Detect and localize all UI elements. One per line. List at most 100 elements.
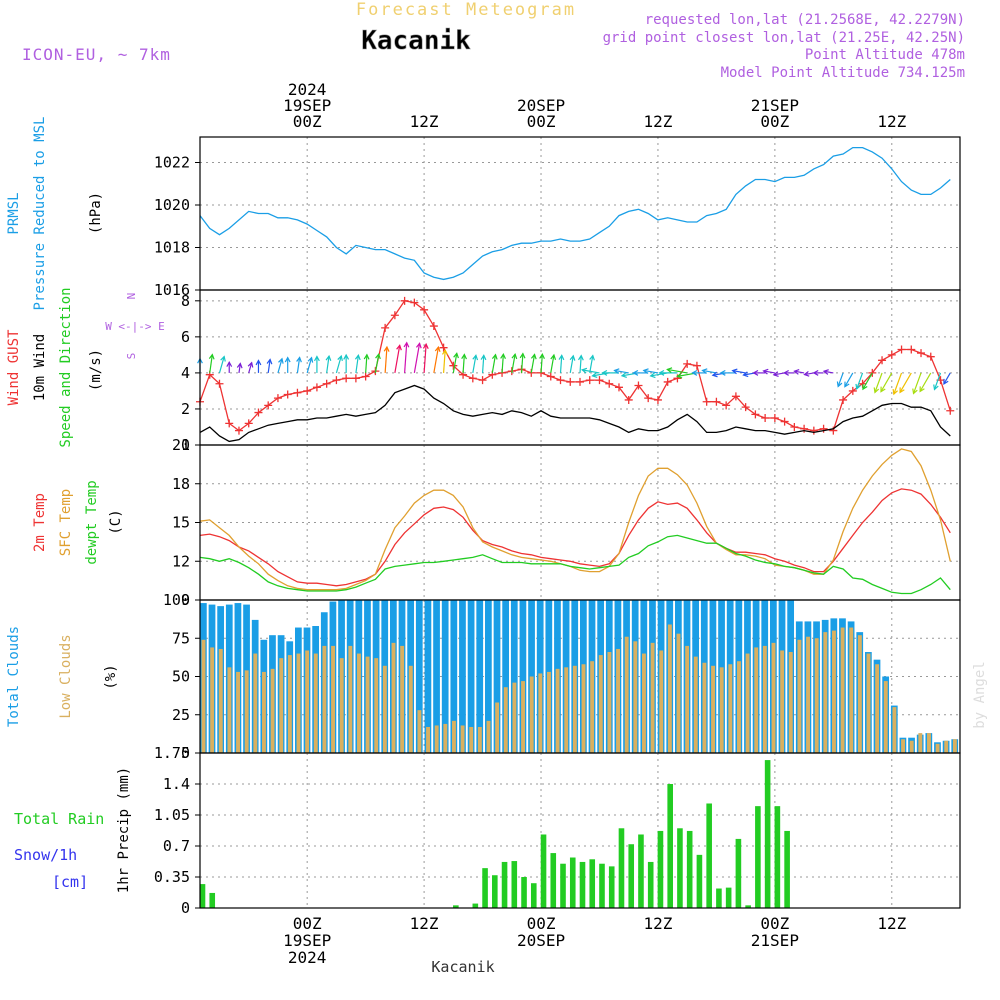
low-cloud-bar xyxy=(737,661,741,753)
wind-arrow-head xyxy=(296,356,302,363)
bottom-time-label: 12Z xyxy=(410,914,439,933)
gust-marker xyxy=(946,406,955,415)
gust-marker xyxy=(770,413,779,422)
wind-arrow xyxy=(442,350,446,373)
low-cloud-bar xyxy=(279,658,284,753)
wind-arrow xyxy=(394,345,401,374)
precip-bar xyxy=(579,861,586,908)
wind-arrow-head xyxy=(461,353,467,360)
total-cloud-bar xyxy=(485,600,492,753)
low-cloud-bar xyxy=(331,645,335,753)
low-cloud-bar xyxy=(477,726,482,753)
panel-wind: 0 2 4 6 8 N W <-|-> E S Wind GUST 10m Wind Speed a… xyxy=(6,287,961,454)
gust-marker xyxy=(702,397,711,406)
y-tick-label: 1.05 xyxy=(154,806,190,824)
wind-arrow-head xyxy=(337,354,343,362)
total-cloud-bar xyxy=(441,600,449,753)
gust-marker xyxy=(653,395,662,404)
gust-marker xyxy=(342,374,351,383)
wind-arrow xyxy=(511,354,516,374)
low-cloud-bar xyxy=(417,710,422,753)
wind-arrow xyxy=(267,359,271,373)
gust-marker xyxy=(576,377,584,386)
low-cloud-bar xyxy=(702,662,707,753)
low-cloud-bar xyxy=(469,726,474,753)
wind-arrow xyxy=(433,346,439,374)
gust-marker xyxy=(907,345,916,354)
station-name: Kacanik xyxy=(361,26,471,56)
gridpoint-coords: grid point closest lon,lat (21.25E, 42.2… xyxy=(603,30,965,46)
wind-arrow xyxy=(326,355,330,373)
precip-bar xyxy=(569,857,576,908)
y-tick-label: 8 xyxy=(181,292,190,310)
wind-arrow-head xyxy=(480,354,487,361)
gust-marker xyxy=(293,388,302,397)
wind-arrow-head xyxy=(491,353,498,360)
y-tick-label: 9 xyxy=(181,591,190,609)
temperature-grid xyxy=(200,445,960,600)
panel-label: Low Clouds xyxy=(58,634,74,718)
low-cloud-bar xyxy=(210,647,215,753)
compass-north: N xyxy=(125,293,138,300)
top-time-label: 20SEP xyxy=(517,96,565,115)
precip-bar xyxy=(774,806,781,908)
low-cloud-bar xyxy=(434,725,439,753)
low-cloud-bar xyxy=(875,664,880,753)
wind-arrow xyxy=(856,372,864,390)
low-cloud-bar xyxy=(244,670,249,753)
gust-marker xyxy=(926,352,935,361)
precip-legend-label: Snow/1h xyxy=(14,846,77,864)
y-tick-label: 1.75 xyxy=(154,744,190,762)
precip-bar xyxy=(560,863,566,908)
precip-bar xyxy=(638,834,644,908)
gust-marker xyxy=(712,397,721,406)
wind-arrow xyxy=(423,344,427,373)
wind-arrow-head xyxy=(208,353,215,360)
gust-marker xyxy=(634,381,643,390)
wind-arrow xyxy=(248,362,253,374)
wind-arrow-head xyxy=(422,342,429,349)
wind-arrow-head xyxy=(363,353,370,360)
wind-arrow xyxy=(919,372,932,392)
gust-marker xyxy=(800,424,809,433)
wind-arrow-head xyxy=(691,369,698,376)
wind-arrow-head xyxy=(403,341,410,348)
low-cloud-bar xyxy=(357,653,361,753)
low-cloud-bar xyxy=(460,725,465,753)
low-cloud-bar xyxy=(391,642,396,753)
gust-marker xyxy=(868,368,877,377)
low-cloud-bar xyxy=(382,665,387,753)
wind-arrow xyxy=(365,354,368,373)
low-cloud-bar xyxy=(547,671,551,753)
wind-arrow xyxy=(462,354,465,373)
gust-marker xyxy=(809,426,818,435)
wind-arrow xyxy=(643,369,659,374)
precip-bar xyxy=(628,844,635,908)
wind-arrow-head xyxy=(396,344,402,351)
bottom-time-label: 00Z xyxy=(760,914,789,933)
wind-arrow xyxy=(306,357,313,374)
precip-bar xyxy=(667,784,673,908)
low-cloud-bar xyxy=(296,653,301,753)
wind-arrow xyxy=(355,355,359,373)
precip-bar xyxy=(511,861,518,908)
low-cloud-bar xyxy=(218,648,223,753)
low-cloud-bar xyxy=(581,664,586,753)
panel-label: SFC Temp xyxy=(58,489,74,556)
wind-arrow xyxy=(579,355,582,373)
wind-arrow xyxy=(296,357,301,373)
point-altitude: Point Altitude 478m xyxy=(805,47,965,63)
top-time-label: 12Z xyxy=(877,112,906,131)
wind-arrow-head xyxy=(247,361,254,368)
gust-marker xyxy=(556,376,565,385)
wind-arrow-head xyxy=(793,369,800,375)
gust-marker xyxy=(887,350,896,359)
total-cloud-bar xyxy=(424,600,432,753)
low-cloud-bar xyxy=(365,656,370,753)
precip-bar xyxy=(677,828,683,908)
unit-label: (C) xyxy=(108,509,124,534)
low-cloud-bar xyxy=(857,635,862,753)
panel-precip: 0 0.35 0.7 1.05 1.4 1.75 Total Rain Snow/1h [cm]… xyxy=(14,744,961,917)
gust-marker xyxy=(439,343,448,352)
